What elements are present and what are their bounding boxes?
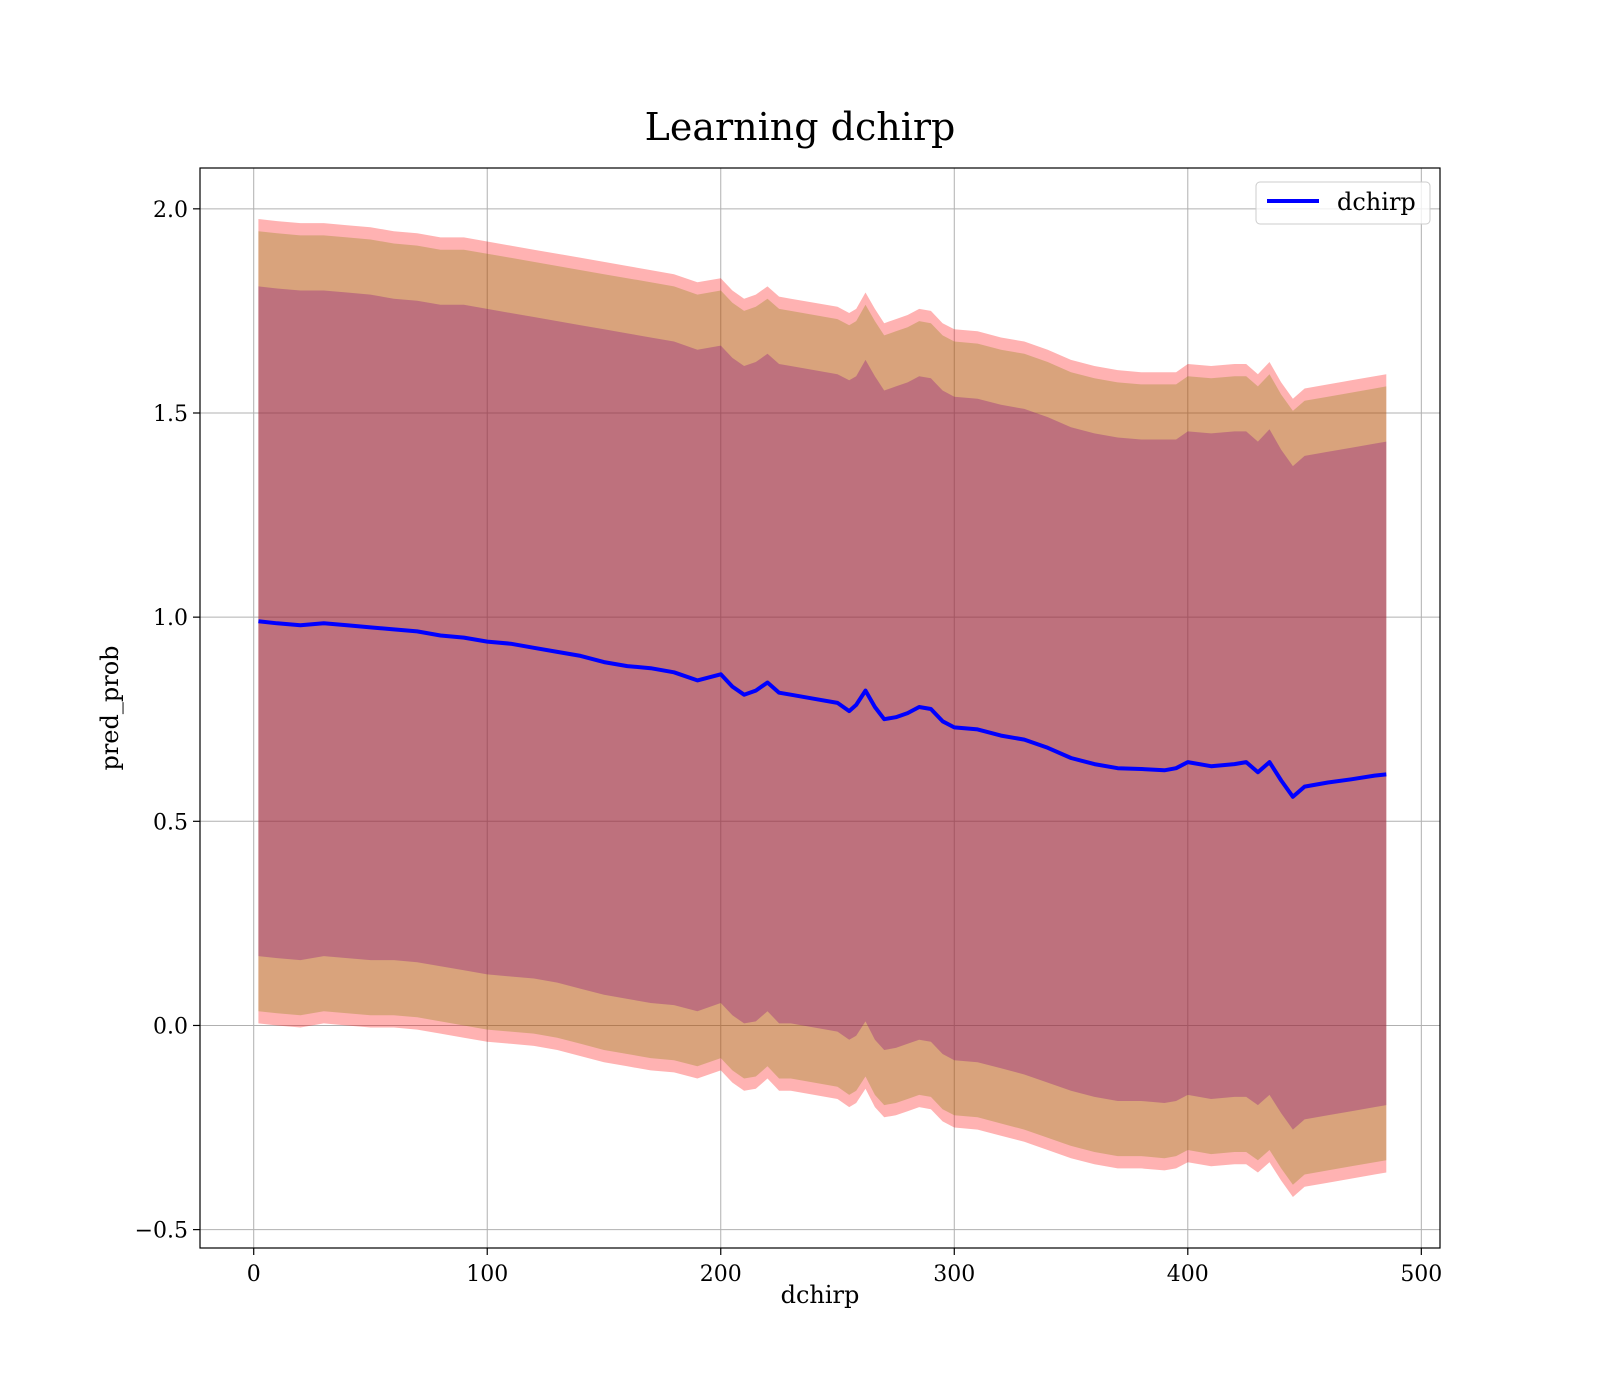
uncertainty-bands [258,219,1387,1197]
y-tick-label-4: 1.5 [153,402,188,427]
legend: dchirp [1255,181,1431,225]
y-tick-label-3: 1.0 [153,606,188,631]
x-tick-label-5: 500 [1400,1262,1442,1287]
x-axis-label: dchirp [781,1281,860,1309]
band-inner [258,286,1387,1130]
y-tick-label-1: 0.0 [153,1014,188,1039]
y-tick-label-5: 2.0 [153,198,188,223]
series-line-dchirp [258,619,1387,799]
plot-frame [199,167,1441,1249]
legend-box [1255,181,1431,225]
x-axis-ticks: 0 100 200 300 400 500 [247,1248,1442,1287]
legend-label-dchirp: dchirp [1337,188,1416,216]
x-tick-label-3: 300 [933,1262,975,1287]
y-tick-label-0: −0.5 [135,1219,188,1244]
y-axis-ticks: −0.5 0.0 0.5 1.0 1.5 2.0 [135,198,200,1244]
x-tick-label-0: 0 [247,1262,261,1287]
band-middle [258,231,1387,1185]
grid [200,168,1440,1248]
chart-title: Learning dchirp [645,105,956,149]
x-tick-label-2: 200 [700,1262,742,1287]
band-outer [258,219,1387,1197]
y-tick-label-2: 0.5 [153,810,188,835]
x-tick-label-4: 400 [1167,1262,1209,1287]
x-tick-label-1: 100 [466,1262,508,1287]
y-axis-label: pred_prob [96,645,124,770]
